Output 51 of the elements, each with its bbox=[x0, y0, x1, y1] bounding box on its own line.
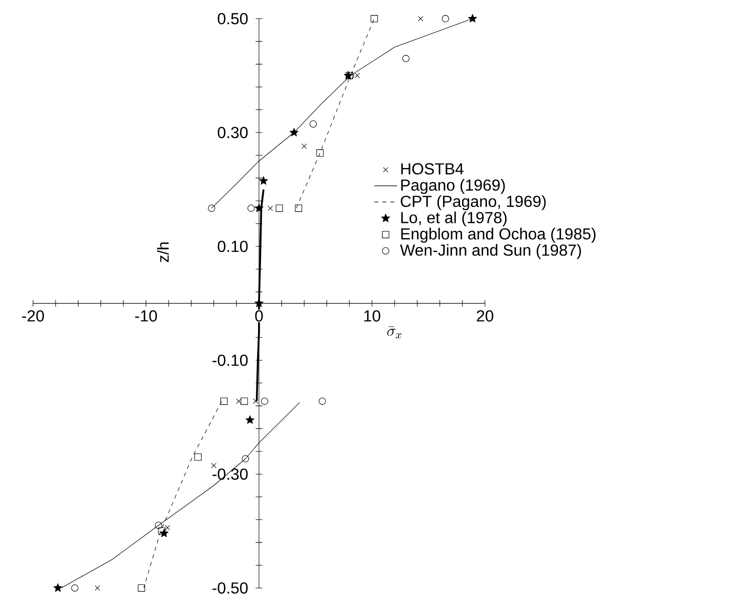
point bbox=[370, 15, 378, 22]
point bbox=[259, 176, 268, 185]
point bbox=[246, 415, 254, 424]
x-tick-label: -20 bbox=[22, 310, 44, 322]
point bbox=[310, 120, 317, 128]
point bbox=[354, 72, 360, 78]
point bbox=[254, 298, 264, 308]
point bbox=[402, 54, 410, 62]
legend-label: Engblom and Ochoa (1985) bbox=[401, 228, 596, 243]
legend-label: Wen-Jinn and Sun (1987) bbox=[400, 244, 581, 259]
point bbox=[418, 16, 424, 22]
x-axis-title: $\bar{\sigma}_x$ bbox=[387, 326, 402, 338]
point bbox=[442, 15, 450, 22]
point bbox=[254, 204, 264, 212]
x-tick-label: 20 bbox=[476, 310, 494, 322]
y-tick-label: 0.30 bbox=[218, 126, 248, 138]
legend-label: HOSTB4 bbox=[401, 163, 464, 174]
point bbox=[252, 398, 258, 404]
point bbox=[164, 525, 170, 530]
point bbox=[158, 527, 166, 535]
point bbox=[220, 398, 228, 405]
point bbox=[276, 204, 283, 212]
point bbox=[138, 584, 146, 592]
point bbox=[294, 204, 302, 212]
legend-label: Lo, et al (1978) bbox=[401, 212, 507, 226]
point bbox=[261, 398, 268, 405]
legend-label: CPT (Pagano, 1969) bbox=[400, 195, 546, 210]
legend-label: Pagano (1969) bbox=[401, 179, 505, 194]
point bbox=[94, 585, 100, 591]
y-axis-title: z/h bbox=[157, 242, 169, 262]
x-tick-label: 10 bbox=[364, 310, 380, 322]
point bbox=[71, 584, 78, 592]
point bbox=[242, 455, 250, 462]
y-tick-label: -0.50 bbox=[212, 582, 248, 594]
point bbox=[247, 204, 255, 212]
point bbox=[318, 398, 326, 405]
point bbox=[154, 522, 162, 529]
point bbox=[268, 206, 273, 211]
y-tick-label: -0.10 bbox=[212, 354, 248, 366]
point bbox=[211, 462, 216, 468]
point bbox=[208, 204, 216, 212]
point bbox=[302, 144, 307, 149]
point bbox=[194, 453, 202, 461]
x-tick-label: 0 bbox=[255, 310, 263, 322]
point bbox=[54, 583, 62, 592]
y-tick-label: 0.10 bbox=[218, 240, 248, 252]
point bbox=[468, 14, 477, 22]
point bbox=[290, 128, 298, 136]
point bbox=[316, 149, 324, 157]
x-tick-label: -10 bbox=[135, 310, 157, 322]
y-tick-label: 0.50 bbox=[218, 12, 248, 24]
